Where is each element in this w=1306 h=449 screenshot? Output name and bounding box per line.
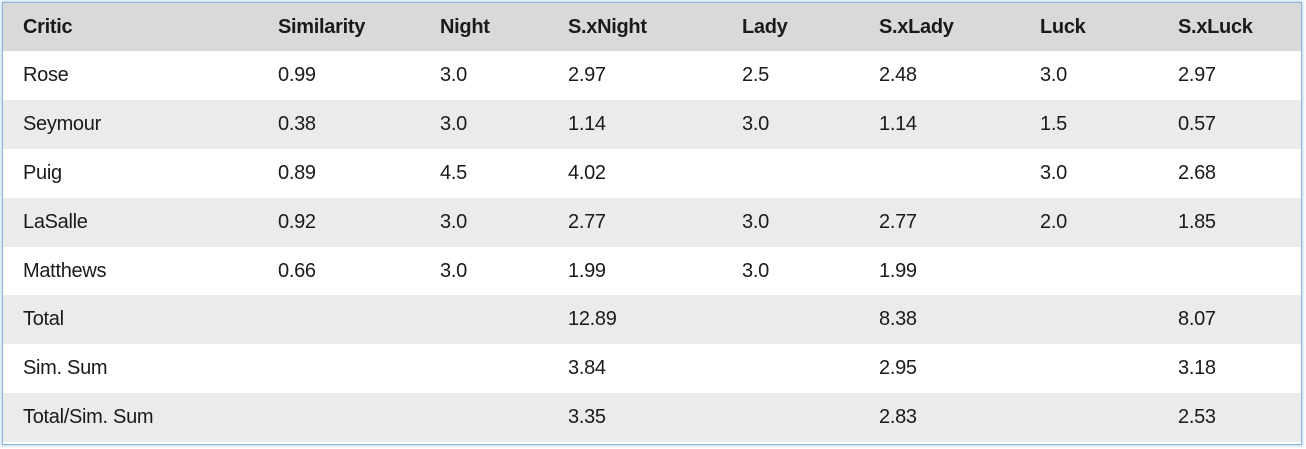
cell-s-x-lady: 2.83 (879, 406, 917, 429)
cell-night (420, 393, 548, 442)
cell-luck: 2.0 (1040, 210, 1067, 233)
cell-s-x-night: 12.89 (568, 308, 617, 331)
cell-similarity (258, 295, 420, 344)
cell-luck (1020, 247, 1158, 296)
cell-s-x-luck: 8.07 (1178, 308, 1216, 331)
cell-s-x-luck: 3.18 (1178, 357, 1216, 380)
cell-night (420, 295, 548, 344)
cell-s-x-lady (859, 149, 1020, 198)
cell-critic: Total/Sim. Sum (23, 406, 154, 429)
header-critic: Critic (23, 15, 73, 38)
cell-s-x-lady: 2.95 (879, 357, 917, 380)
cell-s-x-night: 2.97 (568, 63, 606, 86)
header-night: Night (440, 15, 490, 38)
cell-night: 3.0 (440, 63, 467, 86)
cell-s-x-luck: 0.57 (1178, 112, 1216, 135)
table-header-row: Critic Similarity Night S.xNight Lady S.… (3, 3, 1301, 51)
header-s-x-night: S.xNight (568, 15, 647, 38)
cell-s-x-luck: 1.85 (1178, 210, 1216, 233)
cell-critic: Sim. Sum (23, 357, 108, 380)
table-row: Matthews 0.66 3.0 1.99 3.0 1.99 (3, 247, 1301, 296)
cell-similarity: 0.66 (278, 259, 316, 282)
header-similarity: Similarity (278, 15, 366, 38)
cell-s-x-lady: 2.48 (879, 63, 917, 86)
cell-s-x-night: 3.84 (568, 357, 606, 380)
cell-lady (722, 393, 859, 442)
cell-similarity (258, 393, 420, 442)
cell-s-x-lady: 1.99 (879, 259, 917, 282)
cell-s-x-luck: 2.97 (1178, 63, 1216, 86)
cell-similarity: 0.99 (278, 63, 316, 86)
cell-night: 3.0 (440, 259, 467, 282)
cell-s-x-night: 1.99 (568, 259, 606, 282)
cell-s-x-night: 3.35 (568, 406, 606, 429)
cell-lady (722, 295, 859, 344)
table-row: Total/Sim. Sum 3.35 2.83 2.53 (3, 393, 1301, 443)
cell-s-x-night: 2.77 (568, 210, 606, 233)
cell-critic: LaSalle (23, 210, 88, 233)
cell-lady: 2.5 (742, 63, 769, 86)
cell-luck: 1.5 (1040, 112, 1067, 135)
cell-critic: Matthews (23, 259, 107, 282)
cell-night (420, 344, 548, 393)
table-row: Total 12.89 8.38 8.07 (3, 295, 1301, 345)
cell-s-x-luck (1158, 247, 1301, 296)
cell-s-x-lady: 8.38 (879, 308, 917, 331)
cell-s-x-night: 1.14 (568, 112, 606, 135)
cell-critic: Rose (23, 63, 69, 86)
cell-s-x-luck: 2.53 (1178, 406, 1216, 429)
cell-s-x-lady: 1.14 (879, 112, 917, 135)
header-lady: Lady (742, 15, 788, 38)
cell-lady: 3.0 (742, 259, 769, 282)
table-row: Puig 0.89 4.5 4.02 3.0 2.68 (3, 149, 1301, 198)
header-s-x-luck: S.xLuck (1178, 15, 1253, 38)
cell-critic: Total (23, 308, 64, 331)
table-row: Rose 0.99 3.0 2.97 2.5 2.48 3.0 2.97 (3, 51, 1301, 100)
cell-lady (722, 344, 859, 393)
table-row: Seymour 0.38 3.0 1.14 3.0 1.14 1.5 0.57 (3, 99, 1301, 149)
cell-luck (1020, 344, 1158, 393)
cell-night: 3.0 (440, 210, 467, 233)
cell-night: 4.5 (440, 161, 467, 184)
critic-ratings-table: Critic Similarity Night S.xNight Lady S.… (3, 3, 1301, 443)
cell-lady (722, 149, 859, 198)
cell-s-x-luck: 2.68 (1178, 161, 1216, 184)
header-luck: Luck (1040, 15, 1086, 38)
header-s-x-lady: S.xLady (879, 15, 954, 38)
cell-similarity: 0.38 (278, 112, 316, 135)
cell-luck (1020, 295, 1158, 344)
cell-similarity (258, 344, 420, 393)
cell-luck: 3.0 (1040, 161, 1067, 184)
cell-s-x-night: 4.02 (568, 161, 606, 184)
cell-s-x-lady: 2.77 (879, 210, 917, 233)
cell-critic: Puig (23, 161, 62, 184)
cell-critic: Seymour (23, 112, 101, 135)
cell-luck: 3.0 (1040, 63, 1067, 86)
table-row: LaSalle 0.92 3.0 2.77 3.0 2.77 2.0 1.85 (3, 197, 1301, 247)
cell-lady: 3.0 (742, 112, 769, 135)
cell-lady: 3.0 (742, 210, 769, 233)
cell-similarity: 0.89 (278, 161, 316, 184)
cell-similarity: 0.92 (278, 210, 316, 233)
cell-night: 3.0 (440, 112, 467, 135)
cell-luck (1020, 393, 1158, 442)
table-row: Sim. Sum 3.84 2.95 3.18 (3, 344, 1301, 393)
